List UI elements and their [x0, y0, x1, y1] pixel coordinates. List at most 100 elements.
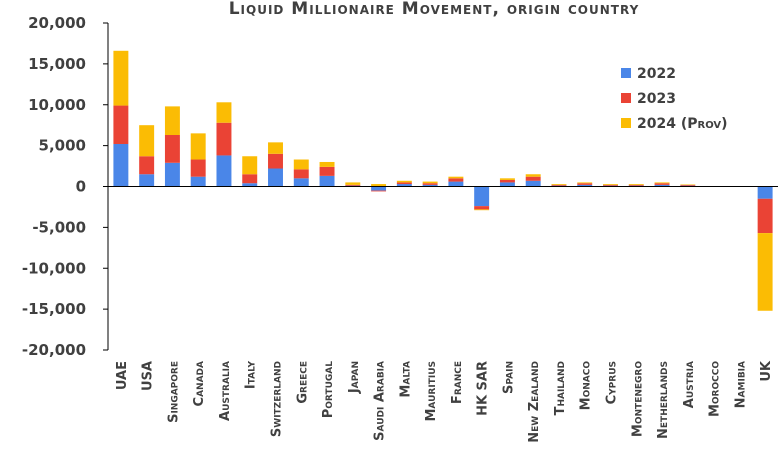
- bar-segment: [628, 184, 644, 185]
- x-tick-label: Mauritius: [424, 361, 439, 422]
- x-tick-label: Namibia: [733, 361, 748, 408]
- bar-segment: [757, 233, 773, 311]
- legend-swatch: [621, 93, 631, 103]
- x-axis: UAE USA Singapore Canada Australia Italy Switz…: [108, 186, 778, 443]
- bar-segment: [190, 133, 206, 160]
- x-tick-label: Switzerland: [270, 361, 285, 437]
- bar-segment: [551, 184, 567, 185]
- bar-segment: [242, 156, 258, 175]
- legend-label: 2024 (Prov): [637, 116, 728, 132]
- bar-segment: [474, 186, 490, 207]
- x-tick-label: Monaco: [579, 361, 594, 411]
- bar-segment: [525, 174, 541, 177]
- x-tick-label: New Zealand: [527, 361, 542, 443]
- chart-title: Liquid Millionaire Movement, origin coun…: [229, 0, 640, 19]
- x-tick-label: Morocco: [708, 361, 723, 417]
- bar-segment: [499, 179, 515, 183]
- x-tick-label: Montenegro: [630, 361, 645, 437]
- bar-segment: [371, 186, 387, 191]
- bar-segment: [680, 184, 696, 186]
- bar-segment: [474, 206, 490, 210]
- bar-segment: [190, 159, 206, 177]
- bar-segment: [319, 161, 335, 167]
- bar-segment: [268, 153, 283, 169]
- bar-segment: [216, 102, 232, 123]
- bar-segment: [345, 184, 361, 186]
- bar-segment: [139, 156, 155, 175]
- bar-segment: [216, 155, 232, 187]
- y-tick-label: 15,000: [28, 55, 86, 73]
- y-tick-label: -20,000: [22, 341, 86, 359]
- bar-segment: [164, 134, 180, 163]
- bar-segment: [216, 122, 232, 156]
- x-tick-label: Thailand: [553, 361, 568, 415]
- y-tick-label: 20,000: [28, 14, 86, 32]
- bar-segment: [319, 175, 335, 187]
- x-tick-label: France: [450, 361, 465, 404]
- bar-segment: [164, 106, 180, 135]
- x-tick-label: Singapore: [166, 361, 181, 423]
- x-tick-label: UAE: [115, 361, 130, 390]
- bar-segment: [448, 178, 464, 182]
- x-tick-label: Japan: [347, 361, 362, 394]
- bar-segment: [139, 174, 155, 187]
- bar-segment: [293, 169, 309, 179]
- bar-segment: [293, 159, 309, 170]
- x-tick-label: Saudi Arabia: [373, 361, 388, 441]
- bar-segment: [371, 190, 387, 192]
- y-tick-label: 5,000: [39, 137, 86, 155]
- bar-segment: [654, 184, 670, 187]
- x-tick-label: Australia: [218, 361, 233, 421]
- x-tick-label: Cyprus: [605, 361, 620, 404]
- x-tick-label: Austria: [682, 361, 697, 408]
- bar-segment: [113, 50, 129, 106]
- bar-segment: [396, 184, 412, 187]
- x-tick-label: Portugal: [321, 361, 336, 419]
- bar-segment: [474, 209, 490, 211]
- legend-label: 2023: [637, 91, 676, 107]
- bar-segment: [603, 184, 618, 185]
- x-tick-label: USA: [141, 361, 156, 391]
- x-tick-label: Netherlands: [656, 361, 671, 439]
- bar-segment: [448, 176, 464, 179]
- bar-segment: [757, 186, 773, 199]
- legend-swatch: [621, 118, 631, 128]
- bar-segment: [293, 178, 309, 187]
- x-tick-label: Canada: [192, 361, 207, 406]
- y-axis: 20,000 15,000 10,000 5,000 0 -5,000 -10,000 -15…: [22, 14, 109, 359]
- bar-segment: [164, 162, 180, 187]
- y-tick-label: -15,000: [22, 300, 86, 318]
- x-tick-label: Spain: [501, 361, 516, 394]
- x-tick-label: Malta: [398, 361, 413, 398]
- x-tick-label: Italy: [244, 361, 259, 390]
- bar-segment: [422, 183, 438, 185]
- bar-segment: [577, 184, 593, 187]
- bar-segment: [242, 183, 258, 187]
- bar-segment: [139, 125, 155, 157]
- bar-segment: [499, 178, 515, 180]
- bar-segment: [757, 198, 773, 234]
- bar-segment: [654, 183, 670, 185]
- bar-segment: [396, 180, 412, 183]
- x-tick-label: Greece: [295, 361, 310, 404]
- bar-segment: [499, 182, 515, 187]
- legend-swatch: [621, 68, 631, 78]
- bar-segment: [654, 182, 670, 184]
- bar-segment: [422, 184, 438, 187]
- bar-segment: [319, 166, 335, 176]
- x-tick-label: UK: [759, 360, 774, 382]
- legend-label: 2022: [637, 66, 676, 82]
- bar-segment: [603, 184, 618, 186]
- bar-segment: [345, 182, 361, 185]
- bar-segment: [371, 184, 387, 187]
- y-tick-label: 10,000: [28, 96, 86, 114]
- bar-segment: [628, 184, 644, 186]
- bar-segment: [268, 168, 283, 187]
- bar-segment: [551, 184, 567, 186]
- bar-segment: [448, 181, 464, 187]
- bar-segment: [422, 181, 438, 184]
- bar-segment: [190, 176, 206, 187]
- y-tick-label: 0: [76, 178, 86, 196]
- y-tick-label: -5,000: [32, 218, 86, 236]
